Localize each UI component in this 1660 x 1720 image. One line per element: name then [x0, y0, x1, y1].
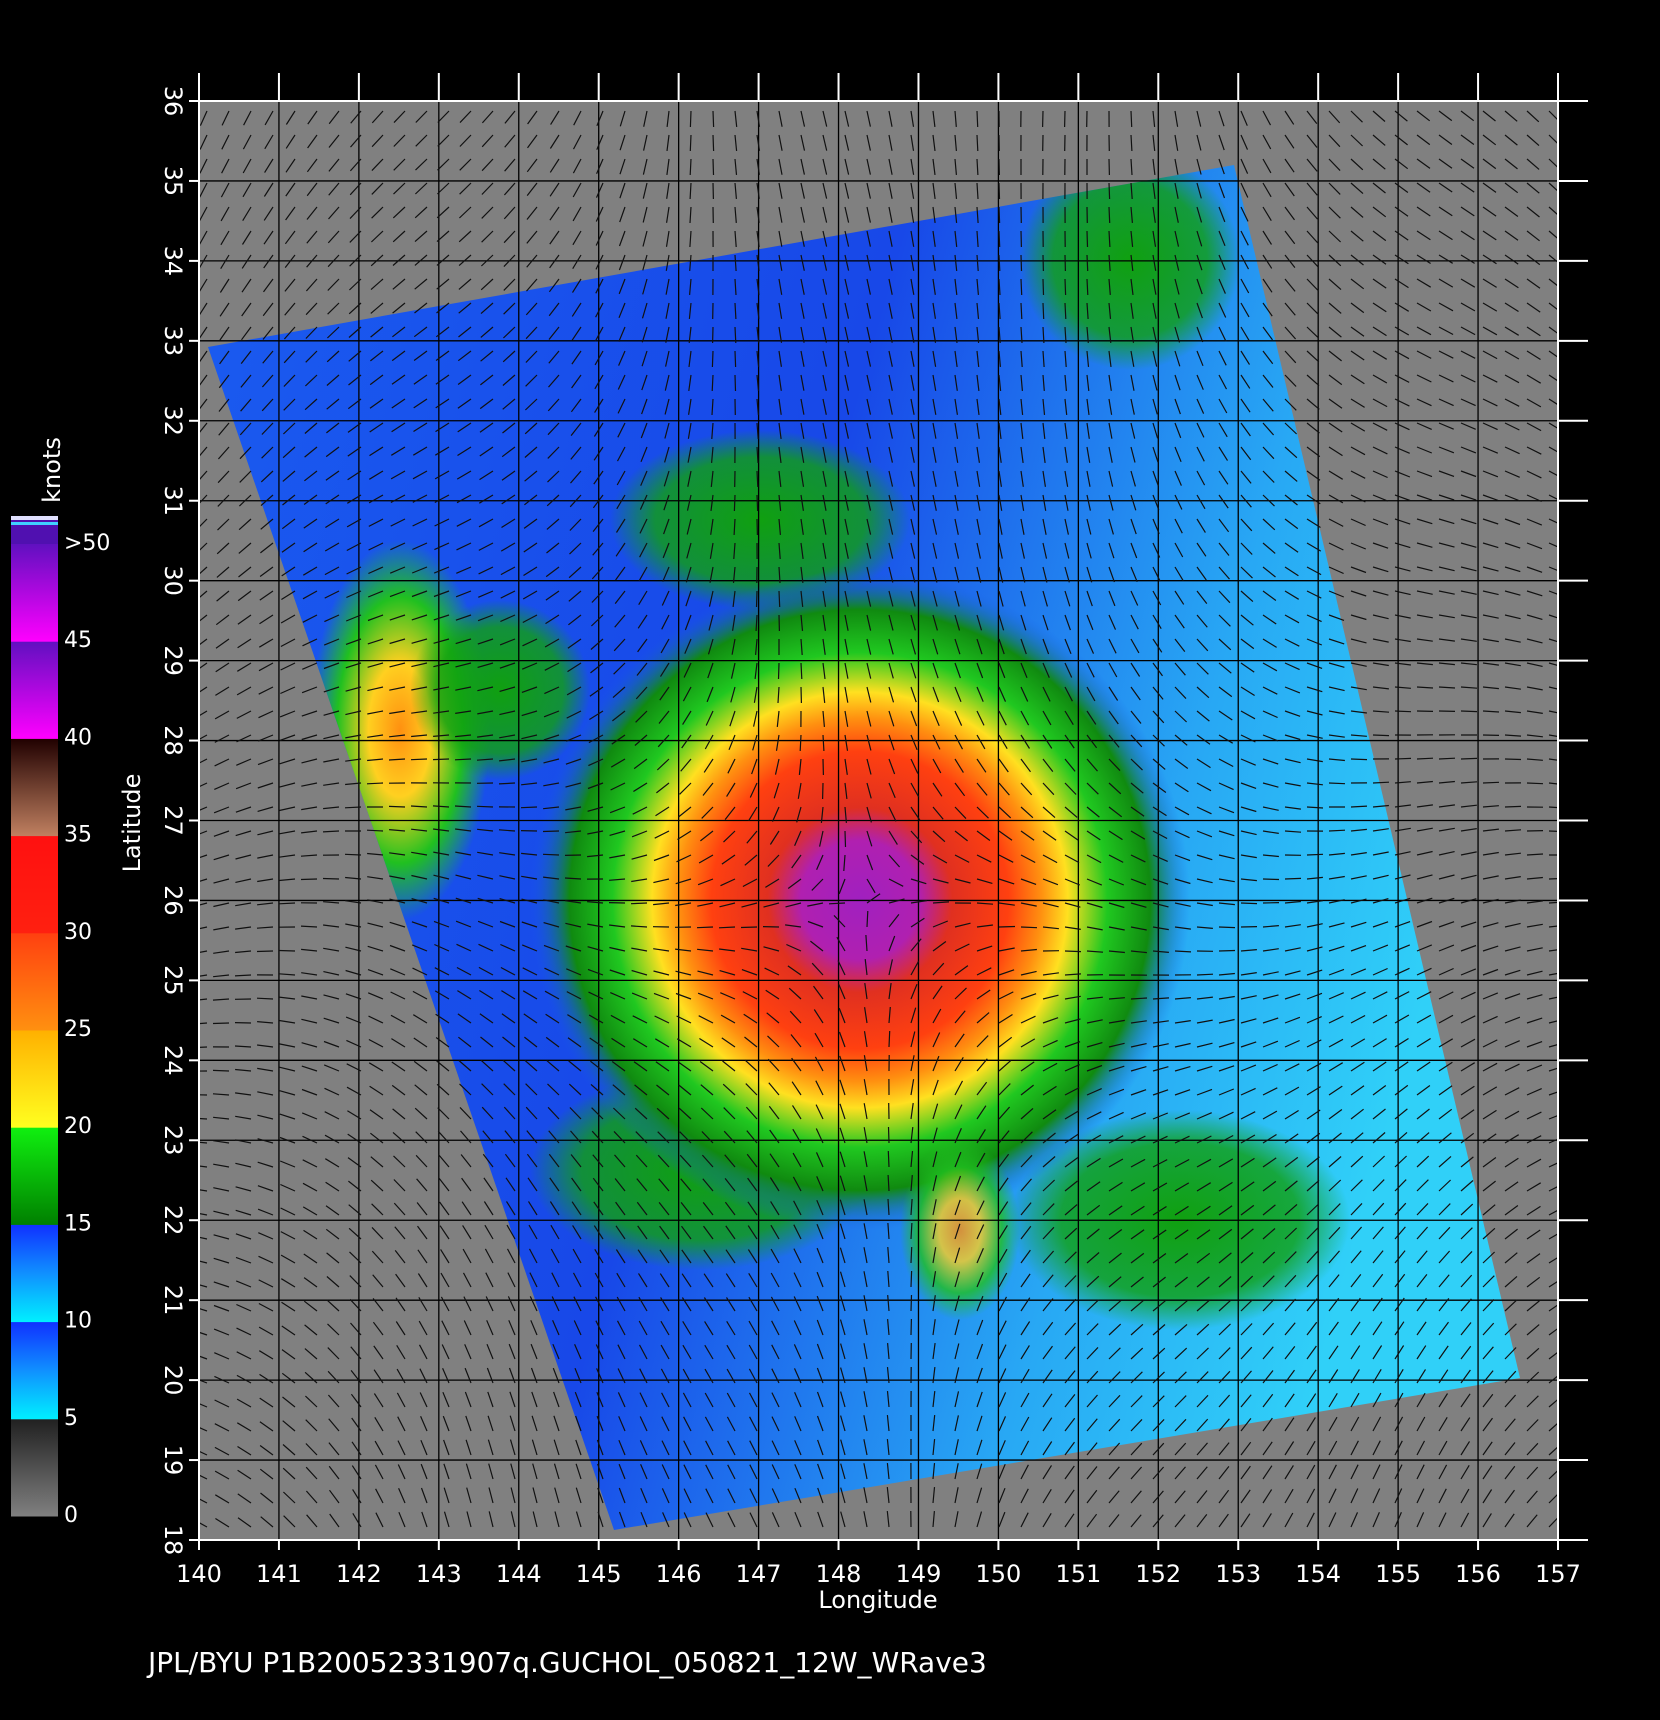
- x-tick-label: 146: [656, 1560, 702, 1588]
- y-tick-label: 22: [159, 1205, 187, 1236]
- x-tick-label: 148: [816, 1560, 862, 1588]
- grid: [199, 101, 1558, 1540]
- colorbar-unit: knots: [38, 437, 66, 503]
- y-tick-label: 32: [159, 406, 187, 437]
- y-tick-label: 20: [159, 1365, 187, 1396]
- y-tick-label: 35: [159, 166, 187, 197]
- colorbar: 0 5 10 15 20 25 30 35 40 45 >50: [11, 516, 110, 1528]
- y-tick-label: 18: [159, 1525, 187, 1556]
- y-tick-label: 36: [159, 86, 187, 117]
- y-tick-label: 34: [159, 246, 187, 277]
- axes: 140 141 142 143 144 145 146 147 148 149 150 151 152 1…: [159, 73, 1588, 1588]
- colorbar-label: 25: [64, 1017, 92, 1042]
- x-tick-label: 154: [1295, 1560, 1341, 1588]
- y-tick-label: 31: [159, 485, 187, 516]
- colorbar-segment: [11, 544, 58, 642]
- colorbar-label: 15: [64, 1211, 92, 1236]
- x-tick-label: 140: [176, 1560, 222, 1588]
- colorbar-label: 10: [64, 1309, 92, 1334]
- caption: JPL/BYU P1B20052331907q.GUCHOL_050821_12…: [146, 1646, 987, 1679]
- colorbar-label: 0: [64, 1503, 78, 1528]
- x-tick-label: 151: [1055, 1560, 1101, 1588]
- x-tick-label: 153: [1215, 1560, 1261, 1588]
- y-tick-label: 29: [159, 645, 187, 676]
- x-tick-label: 150: [976, 1560, 1022, 1588]
- y-tick-label: 33: [159, 326, 187, 357]
- colorbar-label: 30: [64, 920, 92, 945]
- colorbar-segment: [11, 932, 58, 1031]
- y-tick-label: 21: [159, 1285, 187, 1316]
- colorbar-segment: [11, 641, 58, 739]
- y-axis-label: Latitude: [118, 774, 146, 873]
- colorbar-segment: [11, 1321, 58, 1420]
- colorbar-label: 40: [64, 725, 92, 750]
- colorbar-label: 35: [64, 823, 92, 848]
- colorbar-label: >50: [64, 531, 110, 556]
- y-tick-label: 25: [159, 965, 187, 996]
- colorbar-label: 45: [64, 628, 92, 653]
- x-tick-label: 152: [1135, 1560, 1181, 1588]
- y-tick-label: 26: [159, 885, 187, 916]
- colorbar-segment: [11, 1127, 58, 1225]
- colorbar-segment: [11, 1030, 58, 1128]
- x-tick-label: 142: [336, 1560, 382, 1588]
- y-tick-label: 30: [159, 565, 187, 596]
- colorbar-segment: [11, 738, 58, 837]
- y-tick-label: 27: [159, 805, 187, 836]
- colorbar-segment: [11, 1224, 58, 1323]
- x-tick-label: 155: [1375, 1560, 1421, 1588]
- colorbar-segment: [11, 835, 58, 934]
- x-tick-label: 157: [1535, 1560, 1581, 1588]
- x-tick-label: 147: [736, 1560, 782, 1588]
- colorbar-segment: [11, 1418, 58, 1517]
- colorbar-label: 20: [64, 1114, 92, 1139]
- y-tick-label: 24: [159, 1045, 187, 1076]
- x-tick-label: 156: [1455, 1560, 1501, 1588]
- x-tick-label: 149: [896, 1560, 942, 1588]
- x-tick-label: 144: [496, 1560, 542, 1588]
- x-tick-label: 143: [416, 1560, 462, 1588]
- x-tick-label: 141: [256, 1560, 302, 1588]
- wind-vectors: [199, 110, 1558, 1528]
- y-tick-label: 23: [159, 1125, 187, 1156]
- y-tick-label: 19: [159, 1445, 187, 1476]
- x-tick-label: 145: [576, 1560, 622, 1588]
- colorbar-label: 5: [64, 1406, 78, 1431]
- x-axis-label: Longitude: [818, 1586, 937, 1614]
- y-tick-label: 28: [159, 725, 187, 756]
